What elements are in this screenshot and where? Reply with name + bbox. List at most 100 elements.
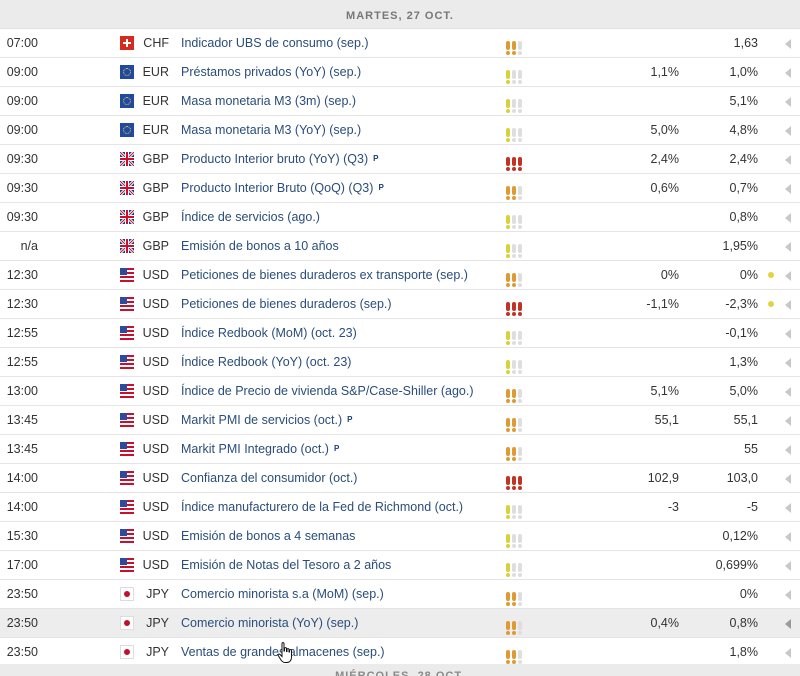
expand-arrow-icon[interactable] [785,242,791,252]
event-row[interactable]: 07:00 CHF Indicador UBS de consumo (sep.) 1… [0,29,800,58]
event-row[interactable]: 13:45 USD Markit PMI de servicios (oct.) P 5… [0,406,800,435]
event-name[interactable]: Indicador UBS de consumo (sep.) [181,29,501,57]
event-name[interactable]: Producto Interior bruto (YoY) (Q3) P [181,145,501,173]
event-currency: USD [142,268,169,282]
event-row[interactable]: 09:30 GBP Producto Interior Bruto (QoQ) (Q… [0,174,800,203]
uk-flag-icon [120,210,134,224]
exclamation-icon [518,70,522,84]
event-row[interactable]: 09:30 GBP Índice de servicios (ago.) 0,8% [0,203,800,232]
exclamation-icon [518,621,522,635]
event-forecast: -2,3% [725,297,758,311]
impact-indicator [506,124,530,142]
preliminary-marker: P [378,183,384,192]
event-name[interactable]: Comercio minorista s.a (MoM) (sep.) [181,580,501,608]
event-row[interactable]: 17:00 USD Emisión de Notas del Tesoro a 2 … [0,551,800,580]
exclamation-icon [512,534,516,548]
event-row[interactable]: 14:00 USD Confianza del consumidor (oct.) 1… [0,464,800,493]
expand-arrow-icon[interactable] [785,329,791,339]
event-time: 12:30 [6,268,38,282]
expand-arrow-icon[interactable] [785,619,791,629]
event-forecast: 1,8% [729,645,759,659]
exclamation-icon [512,331,516,345]
expand-arrow-icon[interactable] [785,648,791,658]
event-time: 23:50 [6,616,38,630]
expand-arrow-icon[interactable] [785,184,791,194]
exclamation-icon [512,157,516,171]
event-name[interactable]: Markit PMI de servicios (oct.) P [181,406,501,434]
expand-arrow-icon[interactable] [785,271,791,281]
event-row[interactable]: 09:00 EUR Préstamos privados (YoY) (sep.) 1… [0,58,800,87]
event-name[interactable]: Markit PMI Integrado (oct.) P [181,435,501,463]
event-row[interactable]: n/a GBP Emisión de bonos a 10 años 1,95% [0,232,800,261]
event-name[interactable]: Índice Redbook (MoM) (oct. 23) [181,319,501,347]
event-name-text: Comercio minorista s.a (MoM) (sep.) [181,587,384,601]
expand-arrow-icon[interactable] [785,387,791,397]
event-currency: USD [142,442,169,456]
event-currency: GBP [142,239,169,253]
event-name[interactable]: Peticiones de bienes duraderos (sep.) [181,290,501,318]
event-actual [578,29,679,57]
expand-arrow-icon[interactable] [785,300,791,310]
exclamation-icon [506,99,510,113]
event-row[interactable]: 12:55 USD Índice Redbook (MoM) (oct. 23) -0… [0,319,800,348]
expand-arrow-icon[interactable] [785,474,791,484]
event-row[interactable]: 13:45 USD Markit PMI Integrado (oct.) P 55 [0,435,800,464]
event-name[interactable]: Ventas de grandes almacenes (sep.) [181,638,501,666]
event-forecast: 5,0% [729,384,759,398]
event-row[interactable]: 09:00 EUR Masa monetaria M3 (YoY) (sep.) 5,… [0,116,800,145]
event-time: 12:30 [6,297,38,311]
eu-flag-icon [120,123,134,137]
event-forecast: 55,1 [733,413,758,427]
event-row[interactable]: 09:30 GBP Producto Interior bruto (YoY) (Q… [0,145,800,174]
event-row[interactable]: 15:30 USD Emisión de bonos a 4 semanas 0,12… [0,522,800,551]
event-name[interactable]: Emisión de bonos a 10 años [181,232,501,260]
event-row[interactable]: 13:00 USD Índice de Precio de vivienda S&P… [0,377,800,406]
impact-indicator [506,530,530,548]
event-name[interactable]: Producto Interior Bruto (QoQ) (Q3) P [181,174,501,202]
event-name[interactable]: Índice de servicios (ago.) [181,203,501,231]
event-name[interactable]: Masa monetaria M3 (YoY) (sep.) [181,116,501,144]
expand-arrow-icon[interactable] [785,213,791,223]
event-row[interactable]: 12:30 USD Peticiones de bienes duraderos e… [0,261,800,290]
event-forecast: 2,4% [729,152,759,166]
expand-arrow-icon[interactable] [785,358,791,368]
expand-arrow-icon[interactable] [785,590,791,600]
event-row[interactable]: 09:00 EUR Masa monetaria M3 (3m) (sep.) 5,1… [0,87,800,116]
expand-arrow-icon[interactable] [785,532,791,542]
expand-arrow-icon[interactable] [785,445,791,455]
expand-arrow-icon[interactable] [785,561,791,571]
event-row[interactable]: 14:00 USD Índice manufacturero de la Fed d… [0,493,800,522]
expand-arrow-icon[interactable] [785,503,791,513]
event-name[interactable]: Confianza del consumidor (oct.) [181,464,501,492]
expand-arrow-icon[interactable] [785,97,791,107]
expand-arrow-icon[interactable] [785,68,791,78]
event-forecast: 103,0 [726,471,758,485]
event-name[interactable]: Índice de Precio de vivienda S&P/Case-Sh… [181,377,501,405]
event-row[interactable]: 23:50 JPY Comercio minorista (YoY) (sep.) 0… [0,609,800,638]
event-row[interactable]: 23:50 JPY Ventas de grandes almacenes (sep… [0,638,800,667]
preliminary-marker: P [333,444,340,453]
event-name[interactable]: Emisión de Notas del Tesoro a 2 años [181,551,501,579]
event-list: 07:00 CHF Indicador UBS de consumo (sep.) 1… [0,29,800,667]
event-time: 13:45 [6,442,38,456]
event-row[interactable]: 12:55 USD Índice Redbook (YoY) (oct. 23) 1,… [0,348,800,377]
exclamation-icon [506,244,510,258]
us-flag-icon [120,326,134,340]
expand-arrow-icon[interactable] [785,155,791,165]
event-name[interactable]: Peticiones de bienes duraderos ex transp… [181,261,501,289]
event-name[interactable]: Préstamos privados (YoY) (sep.) [181,58,501,86]
expand-arrow-icon[interactable] [785,126,791,136]
expand-arrow-icon[interactable] [785,416,791,426]
us-flag-icon [120,558,134,572]
event-name[interactable]: Índice Redbook (YoY) (oct. 23) [181,348,501,376]
event-time: 14:00 [6,471,38,485]
event-name[interactable]: Emisión de bonos a 4 semanas [181,522,501,550]
event-name[interactable]: Comercio minorista (YoY) (sep.) [181,609,501,637]
exclamation-icon [518,99,522,113]
expand-arrow-icon[interactable] [785,39,791,49]
event-row[interactable]: 23:50 JPY Comercio minorista s.a (MoM) (se… [0,580,800,609]
event-actual [578,232,679,260]
event-name[interactable]: Índice manufacturero de la Fed de Richmo… [181,493,501,521]
event-row[interactable]: 12:30 USD Peticiones de bienes duraderos (… [0,290,800,319]
event-name[interactable]: Masa monetaria M3 (3m) (sep.) [181,87,501,115]
